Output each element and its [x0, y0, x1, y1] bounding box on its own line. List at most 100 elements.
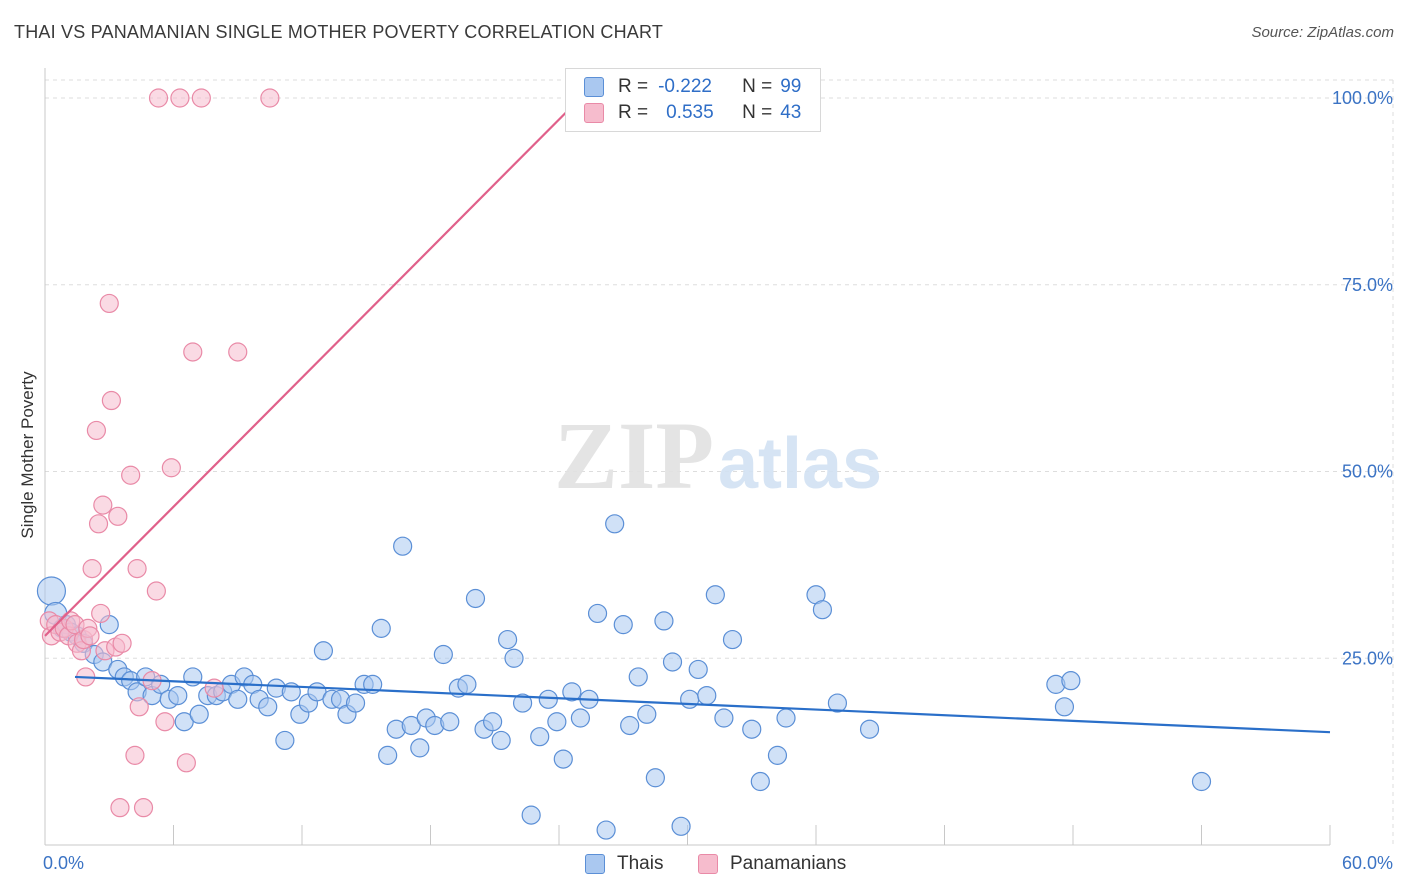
thais-point — [313, 641, 334, 661]
thais-swatch — [584, 77, 604, 97]
bottom-legend-panamanians: Panamanians — [698, 851, 846, 877]
thais-point — [722, 629, 743, 650]
legend-row-thais: R = -0.222 N = 99 — [584, 75, 801, 99]
panamanians-point — [146, 581, 166, 601]
panamanians-point — [176, 753, 196, 773]
legend-r-label-panamanians: R = — [618, 102, 649, 123]
correlation-legend: R = -0.222 N = 99 R = 0.535 N = 43 — [565, 68, 821, 132]
panamanians-point — [125, 745, 145, 765]
thais-point — [168, 685, 188, 706]
panamanians-point — [99, 293, 119, 314]
panamanians-points — [39, 88, 280, 818]
thais-point — [491, 730, 511, 751]
thais-point — [371, 618, 391, 638]
thais-point — [705, 585, 725, 605]
panamanians-point — [148, 88, 169, 108]
thais-point — [645, 768, 665, 788]
thais-point — [662, 652, 683, 672]
panamanians-point — [88, 514, 109, 534]
bottom-legend-thais-label: Thais — [617, 853, 664, 874]
thais-point — [1054, 697, 1075, 717]
watermark: ZIP atlas — [554, 402, 882, 509]
thais-point — [750, 771, 770, 792]
chart-title: THAI VS PANAMANIAN SINGLE MOTHER POVERTY… — [14, 22, 664, 42]
thais-point — [465, 588, 486, 609]
legend-r-value-thais: -0.222 — [658, 76, 712, 97]
panamanians-point — [170, 88, 190, 108]
thais-point — [688, 659, 708, 680]
thais-point — [538, 689, 558, 709]
panamanians-point — [101, 390, 121, 411]
bottom-legend-panamanians-label: Panamanians — [730, 853, 847, 874]
panamanians-point — [155, 712, 175, 732]
thais-point — [570, 708, 591, 728]
panamanians-point — [127, 559, 147, 579]
trend-lines — [44, 97, 1331, 734]
thais-point — [483, 712, 503, 732]
thais-point — [521, 805, 541, 825]
panamanians-point — [91, 603, 111, 624]
thais-point — [596, 820, 616, 840]
thais-point — [562, 682, 582, 702]
thais-point — [1191, 771, 1212, 792]
thais-point — [410, 738, 430, 758]
thais-point — [36, 576, 67, 606]
thais-point — [553, 749, 573, 769]
legend-n-value-panamanians: 43 — [780, 102, 802, 123]
thais-point — [440, 712, 460, 732]
thais-point — [654, 611, 674, 631]
panamanians-point — [108, 506, 128, 526]
legend-row-panamanians: R = 0.535 N = 43 — [584, 101, 801, 125]
watermark-atlas: atlas — [718, 424, 882, 504]
thais-point — [189, 704, 209, 724]
thais-point — [457, 674, 477, 694]
legend-r-label-thais: R = — [618, 76, 649, 97]
thais-point — [714, 708, 734, 728]
panamanians-point — [93, 495, 113, 515]
panamanians-point — [133, 798, 154, 818]
panamanians-point — [80, 626, 100, 646]
thais-point — [859, 719, 880, 739]
watermark-zip: ZIP — [554, 402, 714, 509]
chart-source: Source: ZipAtlas.com — [1251, 24, 1394, 41]
thais-point — [613, 615, 633, 635]
bottom-thais-swatch — [585, 854, 605, 874]
panamanians-point — [129, 697, 149, 717]
panamanians-point — [260, 88, 280, 108]
thais-point — [587, 603, 608, 624]
x-tick-label-min: 0.0% — [43, 853, 84, 873]
thais-point — [671, 816, 691, 836]
panamanians-point — [110, 798, 130, 818]
thais-point — [275, 730, 295, 751]
thais-point — [504, 648, 524, 668]
legend-n-label-panamanians: N = — [742, 102, 773, 123]
panamanians-point — [161, 458, 181, 478]
thais-point — [345, 693, 366, 713]
thais-point — [547, 712, 567, 732]
thais-point — [393, 536, 413, 556]
thais-point — [620, 715, 640, 736]
legend-r-value-panamanians: 0.535 — [666, 102, 714, 123]
thais-point — [228, 689, 248, 709]
panamanians-point — [191, 88, 211, 108]
thais-point — [697, 685, 717, 706]
legend-n-value-thais: 99 — [780, 76, 802, 97]
thais-point — [605, 514, 625, 534]
y-tick-label: 75.0% — [1342, 275, 1393, 295]
panamanians-swatch — [584, 103, 604, 123]
thais-point — [742, 719, 762, 739]
thais-point — [776, 708, 796, 728]
thais-point — [827, 693, 848, 713]
thais-point — [1061, 671, 1081, 691]
thais-points — [36, 514, 1212, 840]
legend-n-label-thais: N = — [742, 76, 773, 97]
thais-point — [512, 693, 533, 713]
panamanians-point — [183, 342, 203, 362]
panamanians-point — [112, 633, 132, 653]
panamanians-point — [121, 465, 141, 485]
panamanians-point — [228, 342, 248, 362]
bottom-panamanians-swatch — [698, 854, 718, 874]
y-tick-label: 100.0% — [1332, 88, 1393, 108]
thais-point — [812, 600, 833, 620]
panamanians-point — [86, 420, 107, 441]
